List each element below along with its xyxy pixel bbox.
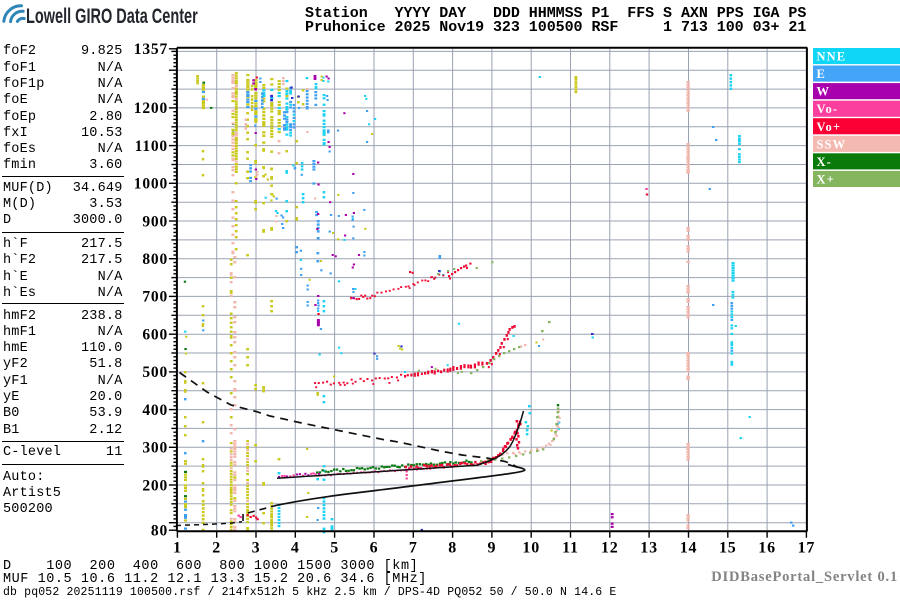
svg-text:4: 4 xyxy=(291,540,300,557)
svg-text:15: 15 xyxy=(719,540,737,557)
svg-text:13: 13 xyxy=(640,540,658,557)
svg-text:80: 80 xyxy=(151,523,168,540)
svg-text:16: 16 xyxy=(758,540,776,557)
svg-text:1200: 1200 xyxy=(134,100,168,117)
svg-text:2: 2 xyxy=(212,540,221,557)
svg-text:600: 600 xyxy=(142,327,168,344)
svg-text:400: 400 xyxy=(142,402,168,419)
svg-text:W: W xyxy=(817,85,831,99)
svg-text:X+: X+ xyxy=(817,173,835,187)
svg-text:10: 10 xyxy=(522,540,540,557)
svg-text:900: 900 xyxy=(142,213,168,230)
svg-text:8: 8 xyxy=(448,540,457,557)
svg-text:X-: X- xyxy=(817,155,832,169)
svg-text:6: 6 xyxy=(370,540,379,557)
svg-text:Vo-: Vo- xyxy=(817,102,839,116)
svg-text:E: E xyxy=(817,67,826,81)
svg-text:12: 12 xyxy=(601,540,619,557)
svg-text:500: 500 xyxy=(142,364,168,381)
svg-text:300: 300 xyxy=(142,440,168,457)
svg-text:3: 3 xyxy=(252,540,261,557)
svg-text:5: 5 xyxy=(330,540,339,557)
svg-text:17: 17 xyxy=(798,540,816,557)
svg-text:11: 11 xyxy=(562,540,579,557)
svg-text:SSW: SSW xyxy=(817,137,847,151)
svg-text:200: 200 xyxy=(142,477,168,494)
svg-text:1357: 1357 xyxy=(134,41,168,58)
svg-text:14: 14 xyxy=(680,540,698,557)
svg-text:9: 9 xyxy=(487,540,496,557)
svg-text:1000: 1000 xyxy=(134,176,168,193)
svg-text:Vo+: Vo+ xyxy=(817,120,842,134)
svg-text:1: 1 xyxy=(173,540,182,557)
svg-text:7: 7 xyxy=(409,540,418,557)
svg-text:1100: 1100 xyxy=(135,138,168,155)
svg-text:NNE: NNE xyxy=(817,50,847,64)
svg-text:700: 700 xyxy=(142,289,168,306)
svg-text:800: 800 xyxy=(142,251,168,268)
